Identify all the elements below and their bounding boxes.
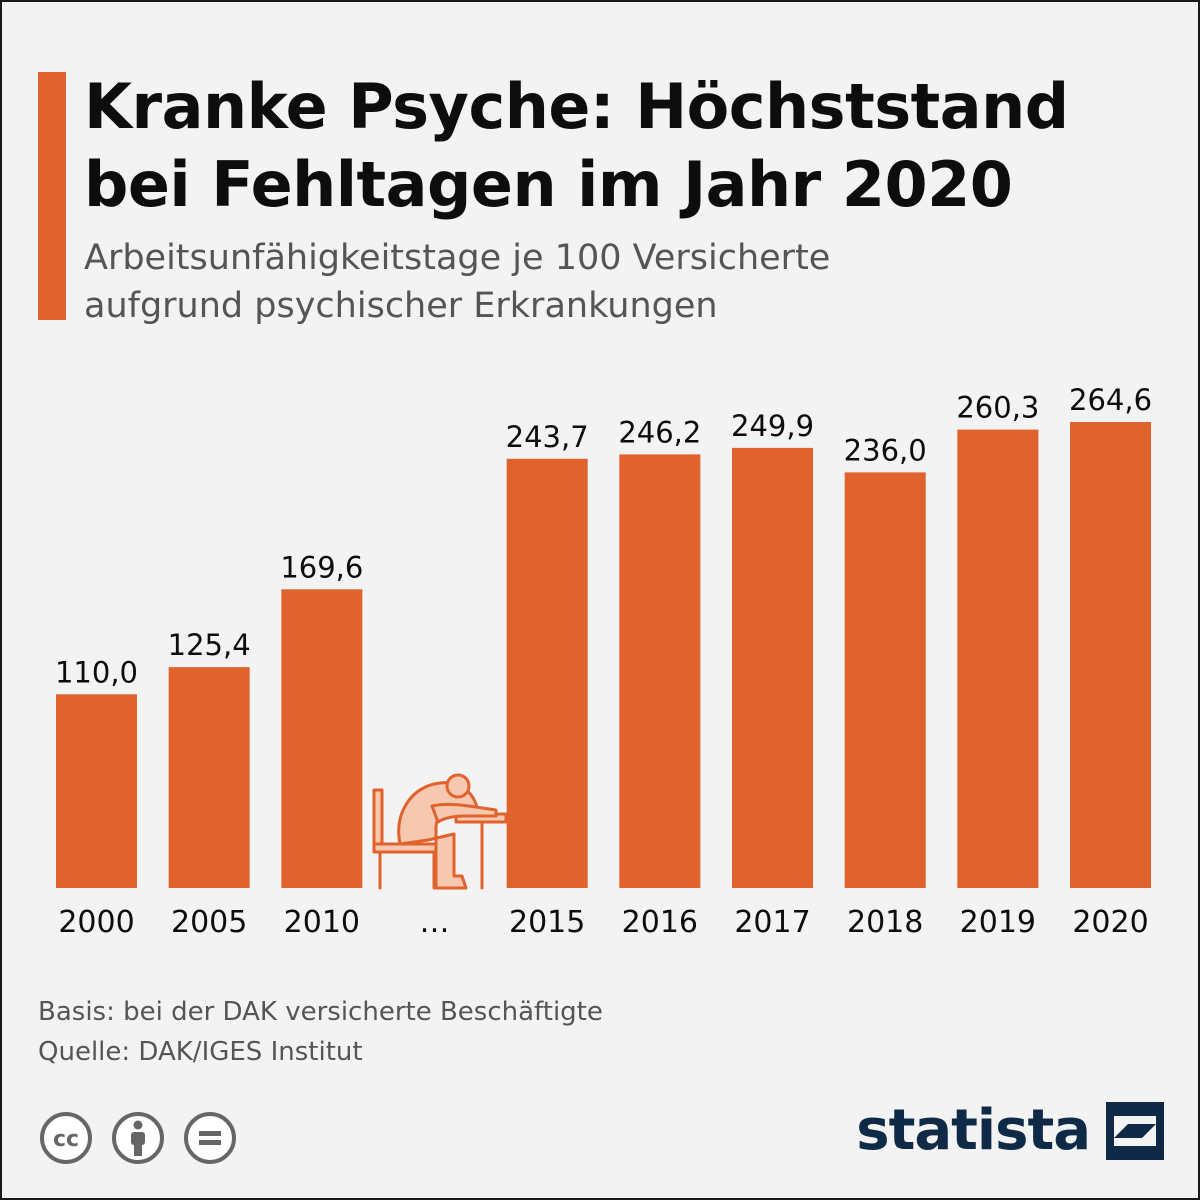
license-icons: cc bbox=[40, 1112, 236, 1164]
chart-subtitle-line-2: aufgrund psychischer Erkrankungen bbox=[84, 286, 718, 326]
value-label-2005: 125,4 bbox=[168, 628, 251, 662]
chart-title-line-1: Kranke Psyche: Höchststand bbox=[84, 70, 1069, 143]
category-label-2019: 2019 bbox=[960, 905, 1036, 940]
bar-2017 bbox=[732, 447, 814, 888]
category-label-2020: 2020 bbox=[1072, 905, 1148, 940]
bar-2010 bbox=[281, 589, 363, 888]
category-label-2018: 2018 bbox=[847, 905, 923, 940]
category-label-gap: … bbox=[420, 905, 450, 940]
category-label-2005: 2005 bbox=[171, 905, 247, 940]
value-label-2017: 249,9 bbox=[731, 409, 814, 443]
chart-subtitle-line-1: Arbeitsunfähigkeitstage je 100 Versicher… bbox=[84, 238, 831, 278]
value-labels-layer: 110,0 125,4 169,6 243,7 246,2 249,9 236,0 260,3… bbox=[55, 383, 1152, 689]
value-label-2018: 236,0 bbox=[844, 433, 927, 467]
no-derivatives-icon[interactable] bbox=[184, 1112, 236, 1164]
category-label-2015: 2015 bbox=[509, 905, 585, 940]
source-note: Quelle: DAK/IGES Institut bbox=[38, 1037, 363, 1067]
basis-note: Basis: bei der DAK versicherte Beschäfti… bbox=[38, 997, 603, 1027]
title-accent-bar bbox=[38, 72, 66, 320]
value-label-2015: 243,7 bbox=[506, 420, 589, 454]
value-label-2020: 264,6 bbox=[1069, 383, 1152, 417]
bar-2016 bbox=[619, 454, 701, 888]
statista-logo-icon bbox=[1106, 1101, 1164, 1160]
value-label-2010: 169,6 bbox=[280, 550, 363, 584]
bar-2019 bbox=[957, 429, 1039, 888]
statista-wordmark: statista bbox=[856, 1098, 1091, 1163]
bars-layer bbox=[56, 422, 1152, 888]
chart-title-line-2: bei Fehltagen im Jahr 2020 bbox=[84, 148, 1013, 221]
value-label-2019: 260,3 bbox=[956, 391, 1039, 425]
bar-2000 bbox=[56, 694, 137, 888]
category-labels-layer: 2000 2005 2010 … 2015 2016 2017 2018 2019 2020 bbox=[58, 905, 1148, 940]
value-label-2000: 110,0 bbox=[55, 655, 138, 689]
creative-commons-icon[interactable]: cc bbox=[40, 1112, 92, 1164]
chart-title: Kranke Psyche: Höchststand bei Fehltagen… bbox=[84, 68, 1164, 224]
footer-notes: Basis: bei der DAK versicherte Beschäfti… bbox=[38, 992, 603, 1072]
bar-chart: 110,0 125,4 169,6 243,7 246,2 249,9 236,0 260,3… bbox=[55, 383, 1152, 940]
statista-brand[interactable]: statista bbox=[856, 1098, 1164, 1163]
value-label-2016: 246,2 bbox=[618, 415, 701, 449]
svg-text:cc: cc bbox=[53, 1127, 79, 1152]
bar-2015 bbox=[506, 458, 588, 888]
attribution-icon[interactable] bbox=[112, 1112, 164, 1164]
category-label-2010: 2010 bbox=[284, 905, 360, 940]
bar-2018 bbox=[844, 472, 926, 888]
category-label-2017: 2017 bbox=[734, 905, 810, 940]
chart-subtitle: Arbeitsunfähigkeitstage je 100 Versicher… bbox=[84, 234, 1164, 330]
bar-2005 bbox=[168, 667, 250, 888]
person-slumped-at-desk-icon bbox=[372, 773, 508, 890]
category-label-2016: 2016 bbox=[622, 905, 698, 940]
category-label-2000: 2000 bbox=[58, 905, 134, 940]
bar-2020 bbox=[1070, 422, 1152, 888]
